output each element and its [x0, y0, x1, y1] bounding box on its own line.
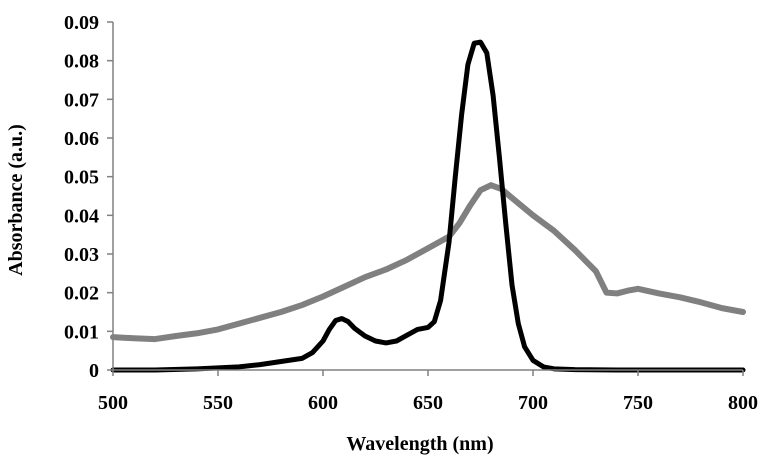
- y-tick-label: 0.01: [64, 321, 99, 343]
- y-tick-label: 0.08: [64, 51, 99, 73]
- x-tick-label: 550: [203, 392, 233, 414]
- x-axis-ticks: 500 550 600 650 700 750 800: [98, 370, 758, 414]
- y-tick-label: 0.06: [64, 128, 99, 150]
- x-tick-label: 700: [518, 392, 548, 414]
- y-tick-label: 0.09: [64, 12, 99, 34]
- series-line-2: [110, 182, 746, 343]
- y-axis-title: Absorbance (a.u.): [5, 124, 27, 276]
- x-tick-label: 750: [623, 392, 653, 414]
- y-tick-label: 0.04: [64, 205, 99, 227]
- y-tick-label: 0.03: [64, 244, 99, 266]
- plot-series: [110, 39, 746, 373]
- y-tick-label: 0.07: [64, 89, 99, 111]
- y-tick-label: 0: [89, 360, 99, 382]
- y-tick-label: 0.02: [64, 283, 99, 305]
- y-tick-label: 0.05: [64, 167, 99, 189]
- x-tick-label: 600: [308, 392, 338, 414]
- x-tick-label: 500: [98, 392, 128, 414]
- x-tick-label: 650: [413, 392, 443, 414]
- x-axis-title: Wavelength (nm): [346, 433, 493, 455]
- x-tick-label: 800: [728, 392, 758, 414]
- y-axis-ticks: 0 0.01 0.02 0.03 0.04 0.05 0.06 0.07 0.08 0.09: [64, 12, 113, 382]
- series-line-1: [110, 39, 746, 373]
